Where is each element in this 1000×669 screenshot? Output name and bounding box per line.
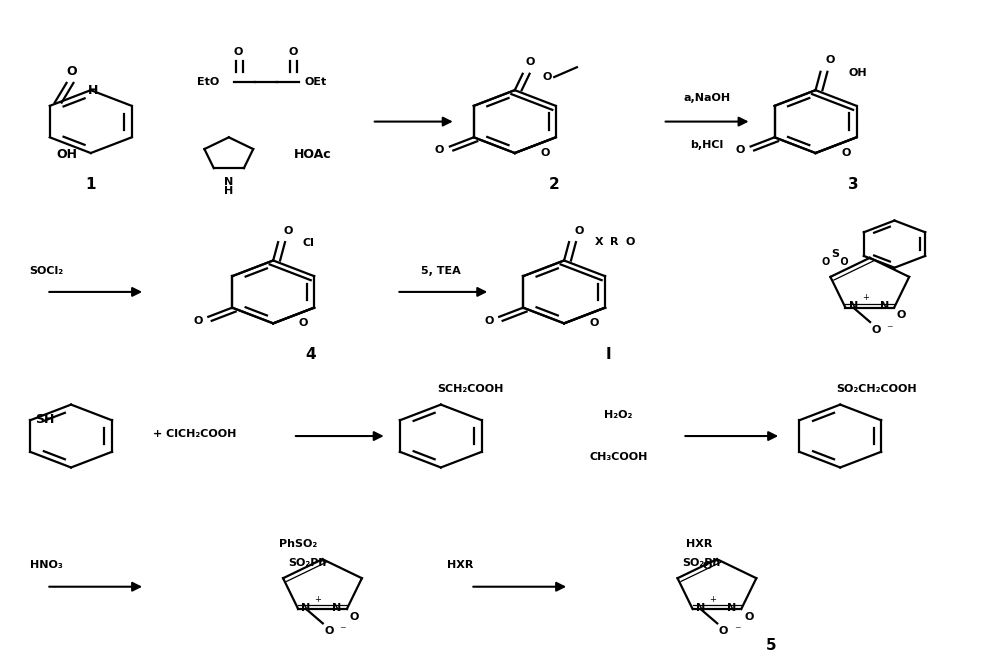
Text: O: O: [543, 72, 552, 82]
Text: HNO₃: HNO₃: [30, 561, 63, 571]
Text: O: O: [826, 56, 835, 66]
Text: I: I: [606, 347, 611, 362]
Text: H: H: [224, 186, 233, 196]
Text: SH: SH: [35, 413, 54, 425]
Text: 5, TEA: 5, TEA: [421, 266, 461, 276]
Text: H₂O₂: H₂O₂: [604, 409, 633, 419]
Text: HOAc: HOAc: [294, 148, 331, 161]
Text: ⁻: ⁻: [339, 625, 346, 638]
Text: 1: 1: [86, 177, 96, 191]
Text: O   O: O O: [822, 257, 849, 267]
Text: b,HCl: b,HCl: [690, 140, 724, 150]
Text: SO₂Ph: SO₂Ph: [682, 559, 721, 569]
Text: N: N: [696, 603, 705, 613]
Text: N: N: [301, 603, 311, 613]
Text: N: N: [849, 301, 858, 311]
Text: OEt: OEt: [305, 78, 327, 87]
Text: O: O: [435, 145, 444, 155]
Text: X: X: [595, 237, 603, 247]
Text: ⁻: ⁻: [734, 625, 740, 638]
Text: R: R: [610, 237, 619, 247]
Text: CH₃COOH: CH₃COOH: [589, 452, 648, 462]
Text: SCH₂COOH: SCH₂COOH: [437, 384, 503, 394]
Text: O: O: [744, 612, 753, 622]
Text: HXR: HXR: [686, 539, 712, 549]
Text: O: O: [718, 626, 728, 636]
Text: O: O: [288, 47, 298, 58]
Text: O: O: [736, 145, 745, 155]
Text: OH: OH: [57, 149, 78, 161]
Text: OH: OH: [848, 68, 867, 78]
Text: O: O: [703, 561, 712, 571]
Text: Cl: Cl: [303, 238, 315, 248]
Text: SOCl₂: SOCl₂: [29, 266, 63, 276]
Text: H: H: [88, 84, 99, 97]
Text: O: O: [350, 612, 359, 622]
Text: O: O: [625, 237, 635, 247]
Text: O: O: [526, 58, 535, 67]
Text: O: O: [66, 65, 77, 78]
Text: 4: 4: [305, 347, 316, 362]
Text: a,NaOH: a,NaOH: [684, 93, 731, 103]
Text: O: O: [590, 318, 599, 328]
Text: O: O: [299, 318, 308, 328]
Text: O: O: [574, 225, 584, 235]
Text: HXR: HXR: [447, 561, 474, 571]
Text: O: O: [540, 148, 550, 158]
Text: N: N: [880, 301, 889, 311]
Text: S: S: [831, 248, 839, 258]
Text: O: O: [897, 310, 906, 320]
Text: N: N: [727, 603, 736, 613]
Text: SO₂Ph: SO₂Ph: [288, 559, 326, 569]
Text: O: O: [193, 316, 203, 326]
Text: PhSO₂: PhSO₂: [279, 539, 318, 549]
Text: 3: 3: [848, 177, 858, 191]
Text: N: N: [224, 177, 233, 187]
Text: N: N: [332, 603, 342, 613]
Text: ⁻: ⁻: [887, 323, 893, 337]
Text: +: +: [314, 595, 321, 603]
Text: SO₂CH₂COOH: SO₂CH₂COOH: [836, 384, 917, 394]
Text: O: O: [283, 225, 293, 235]
Text: +: +: [709, 595, 716, 603]
Text: O: O: [871, 324, 881, 334]
Text: + ClCH₂COOH: + ClCH₂COOH: [153, 429, 236, 439]
Text: O: O: [324, 626, 333, 636]
Text: 5: 5: [766, 638, 776, 653]
Text: O: O: [234, 47, 243, 58]
Text: O: O: [841, 148, 851, 158]
Text: O: O: [484, 316, 494, 326]
Text: 2: 2: [549, 177, 560, 191]
Text: +: +: [862, 293, 869, 302]
Text: EtO: EtO: [197, 78, 219, 87]
